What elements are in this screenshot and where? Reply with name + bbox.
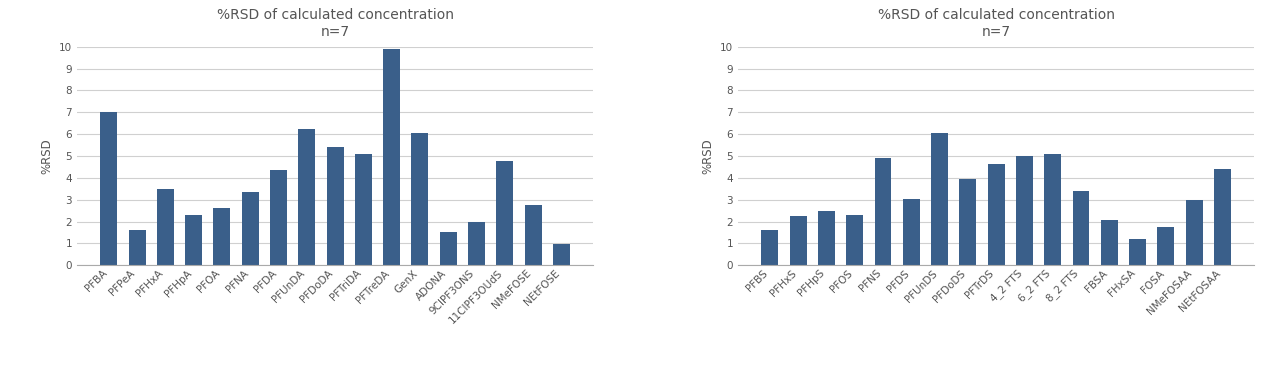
- Title: %RSD of calculated concentration
n=7: %RSD of calculated concentration n=7: [878, 9, 1115, 39]
- Bar: [270, 170, 287, 265]
- Bar: [1185, 200, 1203, 265]
- Bar: [762, 230, 778, 265]
- Bar: [298, 129, 315, 265]
- Bar: [242, 192, 259, 265]
- Bar: [931, 133, 948, 265]
- Bar: [818, 211, 835, 265]
- Bar: [846, 215, 863, 265]
- Bar: [214, 208, 230, 265]
- Bar: [383, 49, 401, 265]
- Bar: [1044, 154, 1061, 265]
- Bar: [874, 158, 891, 265]
- Bar: [411, 133, 429, 265]
- Bar: [1157, 227, 1174, 265]
- Y-axis label: %RSD: %RSD: [40, 138, 54, 174]
- Bar: [988, 164, 1005, 265]
- Bar: [186, 215, 202, 265]
- Bar: [355, 154, 371, 265]
- Title: %RSD of calculated concentration
n=7: %RSD of calculated concentration n=7: [216, 9, 453, 39]
- Bar: [1073, 191, 1089, 265]
- Bar: [1129, 239, 1146, 265]
- Y-axis label: %RSD: %RSD: [701, 138, 714, 174]
- Bar: [1016, 156, 1033, 265]
- Bar: [157, 189, 174, 265]
- Bar: [960, 179, 977, 265]
- Bar: [326, 147, 343, 265]
- Bar: [553, 245, 570, 265]
- Bar: [440, 232, 457, 265]
- Bar: [128, 230, 146, 265]
- Bar: [468, 222, 485, 265]
- Bar: [525, 205, 541, 265]
- Bar: [497, 161, 513, 265]
- Bar: [1213, 169, 1231, 265]
- Bar: [902, 199, 920, 265]
- Bar: [1101, 220, 1117, 265]
- Bar: [100, 112, 118, 265]
- Bar: [790, 216, 806, 265]
